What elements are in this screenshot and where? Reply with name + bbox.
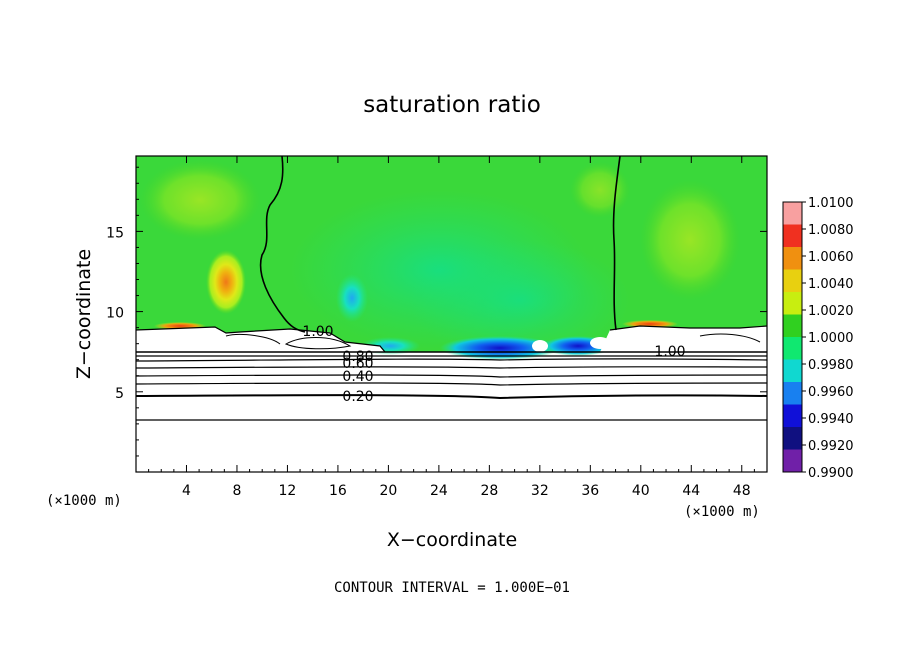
x-tick-label: 32 — [531, 483, 549, 499]
contour-labels: 1.00 0.800.600.40 0.20 1.00 — [302, 324, 685, 405]
colorbar-label: 1.0020 — [808, 304, 854, 319]
contour-label: 0.80 — [342, 349, 373, 365]
x-axis-label: X−coordinate — [387, 529, 517, 551]
x-axis: 4 8 12 16 20 24 28 32 36 40 44 48 — [148, 156, 755, 499]
colorbar-swatch — [783, 224, 802, 248]
colorbar-label: 1.0040 — [808, 277, 854, 292]
y-tick-label: 5 — [115, 386, 124, 402]
colorbar-swatch — [783, 202, 802, 225]
colorbar-label: 1.0100 — [808, 196, 854, 211]
colorbar-swatch — [783, 404, 802, 428]
colorbar-label: 0.9940 — [808, 412, 854, 427]
contour-label: 0.40 — [342, 369, 373, 385]
x-unit-right: (×1000 m) — [684, 504, 760, 520]
colorbar-label: 1.0000 — [808, 331, 854, 346]
contour-label: 0.60 — [342, 356, 373, 372]
x-tick-label: 36 — [581, 483, 599, 499]
x-tick-label: 44 — [682, 483, 700, 499]
colorbar-swatch — [783, 247, 802, 270]
colorbar-label: 0.9960 — [808, 385, 854, 400]
colorbar-swatch — [783, 337, 802, 360]
colorbar-swatch — [783, 382, 802, 405]
colorbar-swatch — [783, 427, 802, 450]
x-tick-label: 28 — [480, 483, 498, 499]
y-tick-label: 10 — [106, 306, 124, 322]
colorbar: 1.0100 1.0080 1.0060 1.0040 1.0020 1.0000 0.99… — [782, 196, 854, 481]
colorbar-label: 0.9900 — [808, 466, 854, 481]
contour-interval-note: CONTOUR INTERVAL = 1.000E−01 — [334, 580, 570, 596]
colorbar-swatch — [783, 314, 802, 338]
colorbar-label: 0.9980 — [808, 358, 854, 373]
x-tick-label: 48 — [733, 483, 751, 499]
colorbar-swatch — [783, 269, 802, 293]
contour-label: 0.20 — [342, 389, 373, 405]
colorbar-swatch — [783, 359, 802, 383]
x-tick-label: 16 — [329, 483, 347, 499]
colorbar-label: 1.0060 — [808, 250, 854, 265]
contour-label: 1.00 — [654, 344, 685, 360]
y-axis-label: Z−coordinate — [73, 249, 95, 379]
colorbar-swatch — [783, 449, 802, 473]
chart-title: saturation ratio — [363, 92, 541, 118]
colorbar-label: 1.0080 — [808, 223, 854, 238]
x-tick-label: 4 — [182, 483, 191, 499]
x-tick-label: 8 — [232, 483, 241, 499]
x-tick-label: 12 — [279, 483, 297, 499]
y-tick-label: 15 — [106, 225, 124, 241]
x-tick-label: 20 — [379, 483, 397, 499]
x-tick-label: 40 — [632, 483, 650, 499]
colorbar-swatch — [783, 292, 802, 315]
y-axis: 5 10 15 — [106, 166, 767, 457]
heatmap-field — [136, 156, 767, 472]
x-unit-left: (×1000 m) — [46, 493, 122, 509]
contour-label: 1.00 — [302, 324, 333, 340]
x-tick-label: 24 — [430, 483, 448, 499]
colorbar-label: 0.9920 — [808, 439, 854, 454]
